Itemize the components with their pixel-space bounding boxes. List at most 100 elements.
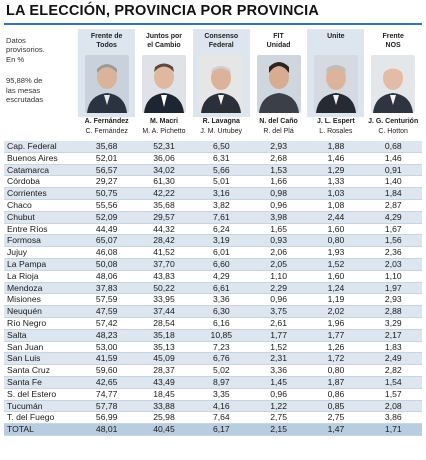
vote-percent: 1,84 bbox=[364, 187, 422, 200]
vote-percent: 2,68 bbox=[249, 152, 308, 165]
vote-percent: 2,93 bbox=[364, 293, 422, 307]
vote-percent: 1,26 bbox=[307, 341, 365, 354]
table-row: Río Negro 57,42 28,54 6,16 2,61 1,96 3,29 bbox=[4, 317, 422, 330]
title-rule bbox=[4, 23, 422, 25]
vote-percent: 1,60 bbox=[307, 270, 365, 283]
party-header: FIT Unidad bbox=[250, 29, 307, 117]
vote-percent: 42,22 bbox=[135, 187, 193, 200]
vote-percent: 6,31 bbox=[192, 152, 250, 165]
vote-percent: 3,86 bbox=[364, 411, 422, 425]
vote-percent: 35,68 bbox=[135, 199, 193, 212]
intro-line: las mesas bbox=[6, 85, 41, 95]
vote-percent: 2,44 bbox=[307, 211, 365, 224]
province-name: Río Negro bbox=[4, 317, 79, 330]
table-row: Entre Ríos 44,49 44,32 6,24 1,65 1,60 1,67 bbox=[4, 223, 422, 236]
party-header: Juntos por el Cambio bbox=[135, 29, 192, 117]
president-name: R. Lavagna bbox=[202, 118, 240, 125]
province-name: Santa Cruz bbox=[4, 364, 79, 377]
table-row: Chaco 55,56 35,68 3,82 0,96 1,08 2,87 bbox=[4, 199, 422, 212]
vote-percent: 1,53 bbox=[249, 164, 308, 177]
vote-percent: 2,31 bbox=[249, 352, 308, 366]
intro-line: Datos bbox=[6, 36, 26, 45]
vote-percent: 1,77 bbox=[249, 329, 308, 342]
province-name: La Pampa bbox=[4, 258, 79, 271]
vote-percent: 1,22 bbox=[249, 400, 308, 413]
vote-percent: 5,02 bbox=[192, 364, 250, 377]
intro-line: provisorios. bbox=[6, 45, 45, 55]
vote-percent: 43,49 bbox=[135, 376, 193, 389]
vote-percent: 2,75 bbox=[249, 411, 308, 425]
intro-line: En % bbox=[6, 54, 25, 64]
vote-percent: 5,66 bbox=[192, 164, 250, 177]
vote-percent: 1,87 bbox=[307, 376, 365, 389]
vote-percent: 2,02 bbox=[307, 305, 365, 318]
vice-name: R. del Plá bbox=[263, 128, 294, 135]
vote-percent: 1,08 bbox=[307, 199, 365, 212]
vote-percent: 44,32 bbox=[135, 223, 193, 236]
portrait-centurion-image bbox=[371, 55, 416, 113]
vice-name: C. Fernández bbox=[85, 128, 128, 135]
candidate-pair: J. G. Centurión C. Hotton bbox=[365, 117, 422, 139]
vote-percent: 6,17 bbox=[192, 423, 250, 436]
table-row: Misiones 57,59 33,95 3,36 0,96 1,19 2,93 bbox=[4, 293, 422, 307]
vote-percent: 3,16 bbox=[192, 187, 250, 200]
vote-percent: 2,61 bbox=[249, 317, 308, 330]
province-name: Chaco bbox=[4, 199, 79, 212]
candidate-pair: R. Lavagna J. M. Urtubey bbox=[193, 117, 250, 139]
vote-percent: 3,29 bbox=[364, 317, 422, 330]
portrait-lavagna-image bbox=[199, 55, 244, 113]
vote-percent: 3,19 bbox=[192, 234, 250, 248]
table-row: S. del Estero 74,77 18,45 3,35 0,96 0,86 1,57 bbox=[4, 388, 422, 401]
vote-percent: 56,99 bbox=[78, 411, 136, 425]
vote-percent: 3,82 bbox=[192, 199, 250, 212]
vote-percent: 33,88 bbox=[135, 400, 193, 413]
vote-percent: 45,09 bbox=[135, 352, 193, 366]
party-name: Juntos por el Cambio bbox=[145, 33, 183, 49]
vote-percent: 2,49 bbox=[364, 352, 422, 366]
candidate-pair: M. Macri M. A. Pichetto bbox=[135, 117, 192, 139]
vote-percent: 6,01 bbox=[192, 246, 250, 259]
vote-percent: 6,30 bbox=[192, 305, 250, 318]
table-row: Córdoba 29,27 61,30 5,01 1,66 1,33 1,40 bbox=[4, 175, 422, 189]
vote-percent: 1,10 bbox=[249, 270, 308, 283]
president-name: M. Macri bbox=[149, 118, 178, 125]
vote-percent: 29,57 bbox=[135, 211, 193, 224]
vote-percent: 2,88 bbox=[364, 305, 422, 318]
province-name: San Luis bbox=[4, 352, 79, 366]
vote-percent: 52,31 bbox=[135, 141, 193, 153]
province-name: Tucumán bbox=[4, 400, 79, 413]
president-name: J. G. Centurión bbox=[368, 118, 419, 125]
vote-percent: 6,61 bbox=[192, 282, 250, 295]
vote-percent: 1,40 bbox=[364, 175, 422, 189]
results-table: Cap. Federal 35,68 52,31 6,50 2,93 1,88 0,68 Bu… bbox=[4, 141, 422, 436]
vote-percent: 1,66 bbox=[249, 175, 308, 189]
vote-percent: 1,03 bbox=[307, 187, 365, 200]
vote-percent: 1,46 bbox=[364, 152, 422, 165]
vote-percent: 1,19 bbox=[307, 293, 365, 307]
province-name: Neuquén bbox=[4, 305, 79, 318]
candidate-names: A. Fernández C. Fernández M. Macri M. A.… bbox=[78, 117, 422, 139]
vote-percent: 4,16 bbox=[192, 400, 250, 413]
vote-percent: 35,68 bbox=[78, 141, 136, 153]
vote-percent: 25,98 bbox=[135, 411, 193, 425]
party-name: FIT Unidad bbox=[266, 33, 291, 49]
candidate-pair: N. del Caño R. del Plá bbox=[250, 117, 307, 139]
vote-percent: 1,52 bbox=[307, 258, 365, 271]
vote-percent: 42,65 bbox=[78, 376, 136, 389]
table-row: Jujuy 46,08 41,52 6,01 2,06 1,93 2,36 bbox=[4, 246, 422, 259]
vote-percent: 2,82 bbox=[364, 364, 422, 377]
vote-percent: 50,22 bbox=[135, 282, 193, 295]
province-name: Salta bbox=[4, 329, 79, 342]
vote-percent: 2,93 bbox=[249, 141, 308, 153]
vote-percent: 4,29 bbox=[364, 211, 422, 224]
vote-percent: 33,95 bbox=[135, 293, 193, 307]
intro-note: Datos provisorios. En % 95,88% de las me… bbox=[6, 36, 76, 104]
vote-percent: 28,54 bbox=[135, 317, 193, 330]
vote-percent: 4,29 bbox=[192, 270, 250, 283]
vote-percent: 1,10 bbox=[364, 270, 422, 283]
province-name: San Juan bbox=[4, 341, 79, 354]
portrait-fernandez-image bbox=[84, 55, 129, 113]
vote-percent: 50,75 bbox=[78, 187, 136, 200]
vote-percent: 0,96 bbox=[249, 199, 308, 212]
vote-percent: 40,45 bbox=[135, 423, 193, 436]
